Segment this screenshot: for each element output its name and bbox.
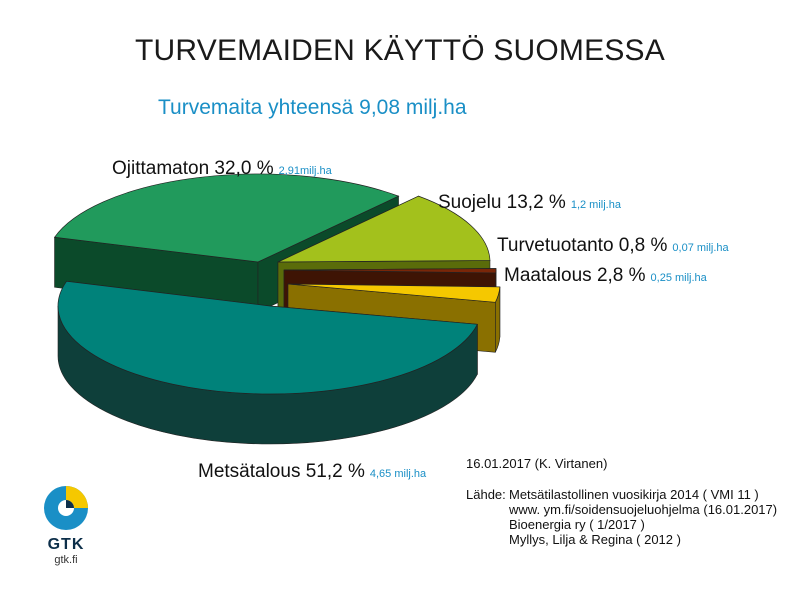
source-item: Myllys, Lilja & Regina ( 2012 ) <box>509 532 681 547</box>
slice-top <box>53 173 400 263</box>
gtk-logo: GTK gtk.fi <box>36 485 96 566</box>
slice-label-metsatalous: Metsätalous 51,2 % 4,65 milj.ha <box>198 461 426 483</box>
slice-label-ojittamaton: Ojittamaton 32,0 % 2,91milj.ha <box>112 158 332 180</box>
slice-label-text: Ojittamaton 32,0 % <box>112 158 274 179</box>
source-item: Bioenergia ry ( 1/2017 ) <box>509 517 645 532</box>
slice-top <box>287 283 501 303</box>
source-item: Metsätilastollinen vuosikirja 2014 ( VMI… <box>509 487 759 502</box>
gtk-logo-icon <box>44 486 88 530</box>
slice-top <box>57 280 478 395</box>
slice-area-label: 2,91milj.ha <box>278 165 332 177</box>
chart-title: TURVEMAIDEN KÄYTTÖ SUOMESSA <box>135 34 665 67</box>
slice-area-label: 0,25 milj.ha <box>650 272 707 284</box>
slice-area-label: 0,07 milj.ha <box>672 242 729 254</box>
slice-label-text: Metsätalous 51,2 % <box>198 461 365 482</box>
logo-name: GTK <box>47 536 85 553</box>
pie-slice-metsatalous <box>57 280 478 445</box>
slice-label-suojelu: Suojelu 13,2 % 1,2 milj.ha <box>438 192 621 214</box>
chart-subtitle: Turvemaita yhteensä 9,08 milj.ha <box>158 96 467 119</box>
slice-area-label: 4,65 milj.ha <box>369 468 427 480</box>
slice-top <box>277 195 491 263</box>
source-item: www. ym.fi/soidensuojeluohjelma (16.01.2… <box>509 502 778 517</box>
slice-area-label: 1,2 milj.ha <box>570 199 621 211</box>
slice-top <box>283 268 497 274</box>
slice-label-maatalous: Maatalous 2,8 % 0,25 milj.ha <box>504 265 707 287</box>
sources-label: Lähde: <box>466 487 506 502</box>
logo-url: gtk.fi <box>54 554 78 566</box>
slice-label-turvetuotanto: Turvetuotanto 0,8 % 0,07 milj.ha <box>497 235 729 257</box>
date-note: 16.01.2017 (K. Virtanen) <box>466 456 608 471</box>
slice-label-text: Maatalous 2,8 % <box>504 265 646 286</box>
slice-label-text: Turvetuotanto 0,8 % <box>497 235 668 256</box>
slice-label-text: Suojelu 13,2 % <box>438 192 566 213</box>
